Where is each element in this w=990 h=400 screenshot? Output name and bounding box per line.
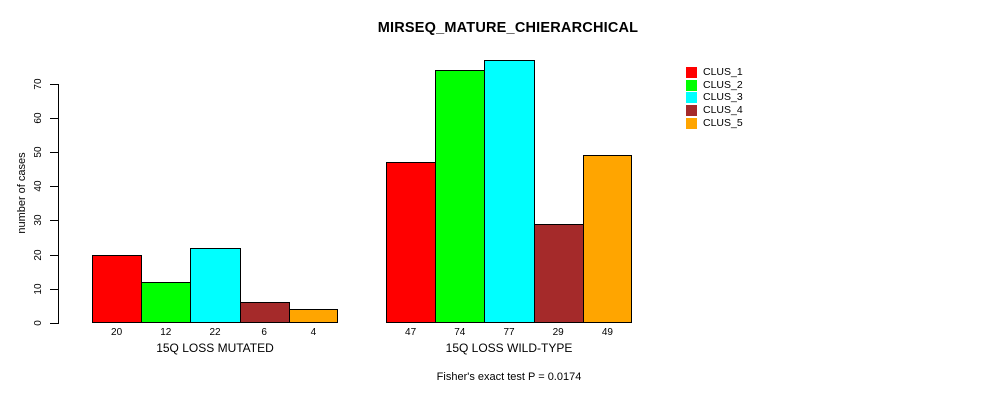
legend-swatch [686,92,697,104]
legend-item: CLUS_2 [686,79,743,92]
y-tick-label: 70 [33,78,44,90]
bar-value-label: 77 [503,327,515,338]
legend-swatch [686,66,697,78]
legend-label: CLUS_4 [703,104,743,117]
bar-value-label: 20 [111,327,123,338]
y-axis-line [58,83,59,324]
bar-value-label: 74 [454,327,466,338]
y-tick-label: 40 [33,180,44,192]
bar-value-label: 12 [160,327,172,338]
bar-clus-1 [386,162,437,323]
y-tick-label: 30 [33,214,44,226]
bar-value-label: 29 [552,327,564,338]
bar-clus-5 [582,155,632,323]
bar-value-label: 22 [209,327,221,338]
bar-value-label: 4 [310,327,317,338]
legend-item: CLUS_1 [686,66,743,79]
chart-title: MIRSEQ_MATURE_CHIERARCHICAL [377,20,639,36]
bar-clus-1 [92,254,143,323]
group-label: 15Q LOSS WILD-TYPE [445,341,573,355]
y-tick-label: 60 [33,112,44,124]
bar-clus-2 [141,281,192,323]
bar-clus-5 [288,309,338,323]
legend-swatch [686,105,697,117]
y-axis-tick [50,152,58,153]
y-axis-tick [50,220,58,222]
bar-clus-3 [484,59,535,323]
bar-value-label: 6 [261,327,267,338]
y-tick-label: 10 [33,283,44,295]
bar-clus-3 [190,247,241,323]
annotation-caption: Fisher's exact test P = 0.0174 [436,371,582,383]
y-tick-label: 0 [33,320,44,326]
bar-clus-4 [533,223,584,323]
bar-clus-4 [239,302,290,323]
bar-value-label: 47 [405,327,417,338]
legend: CLUS_1 CLUS_2 CLUS_3 CLUS_4 CLUS_5 [686,66,743,130]
y-axis-tick [50,117,58,119]
y-tick-label: 20 [33,249,44,261]
legend-label: CLUS_3 [703,91,743,104]
y-axis-tick [50,323,58,324]
legend-swatch [686,118,697,130]
bar-value-label: 49 [601,327,613,338]
legend-swatch [686,79,697,91]
bar-clus-2 [435,69,486,323]
legend-label: CLUS_5 [703,117,743,130]
legend-label: CLUS_2 [703,78,743,91]
y-axis-tick [50,83,58,85]
legend-item: CLUS_5 [686,117,743,130]
y-tick-label: 50 [33,146,44,158]
legend-item: CLUS_3 [686,92,743,105]
y-axis-tick [50,186,58,188]
legend-item: CLUS_4 [686,104,743,117]
group-label: 15Q LOSS MUTATED [156,341,274,355]
y-axis-tick [50,254,58,256]
y-axis-tick [50,288,58,290]
legend-label: CLUS_1 [703,65,743,78]
